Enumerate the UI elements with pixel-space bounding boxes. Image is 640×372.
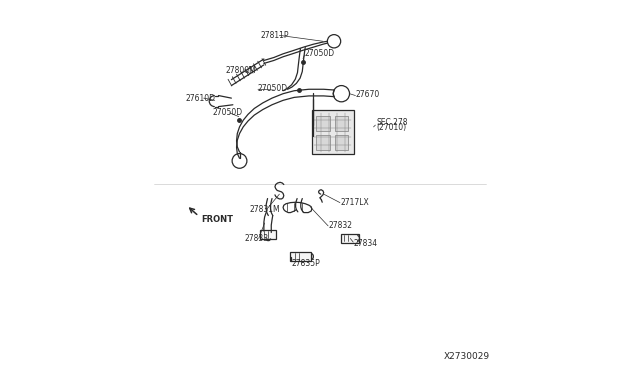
Text: 27831M: 27831M bbox=[249, 205, 280, 214]
Text: 27670: 27670 bbox=[355, 90, 380, 99]
Text: FRONT: FRONT bbox=[201, 215, 233, 224]
Text: 27833: 27833 bbox=[244, 234, 269, 243]
FancyBboxPatch shape bbox=[340, 234, 359, 243]
Bar bbox=[316, 135, 330, 150]
Text: 27800M: 27800M bbox=[225, 66, 256, 75]
Text: 27050D: 27050D bbox=[212, 108, 243, 118]
Text: 27834: 27834 bbox=[354, 239, 378, 248]
Text: SEC.278: SEC.278 bbox=[376, 118, 408, 127]
Bar bbox=[335, 135, 348, 150]
FancyBboxPatch shape bbox=[291, 252, 311, 261]
Text: 27811P: 27811P bbox=[261, 31, 289, 40]
Bar bbox=[335, 116, 348, 131]
FancyBboxPatch shape bbox=[260, 230, 276, 239]
Text: 27050D: 27050D bbox=[305, 49, 335, 58]
Text: 27832: 27832 bbox=[329, 221, 353, 230]
Text: 27050D: 27050D bbox=[258, 84, 288, 93]
Text: 27835P: 27835P bbox=[291, 259, 320, 268]
Text: 27610D: 27610D bbox=[185, 94, 215, 103]
Bar bbox=[316, 116, 330, 131]
Text: (27010): (27010) bbox=[376, 123, 406, 132]
Text: X2730029: X2730029 bbox=[444, 352, 490, 361]
Text: 2717LX: 2717LX bbox=[340, 198, 369, 207]
FancyBboxPatch shape bbox=[312, 110, 354, 154]
